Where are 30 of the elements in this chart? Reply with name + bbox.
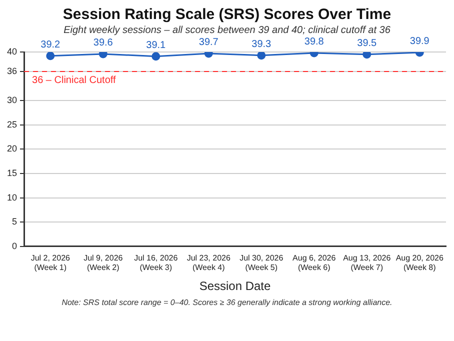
text: Note: SRS total score range = 0–40. Scores ≥ 36 generally indicate a strong working alliance. — [60, 298, 394, 307]
x-axis-title: Session Date — [199, 279, 272, 294]
data-label: 39.9 — [410, 36, 430, 48]
chart-subtitle: Eight weekly sessions – all scores between 39 and 40; clinical cutoff at 36 — [62, 25, 392, 36]
y-tick-label: 25 — [6, 119, 18, 130]
data-label: 39.2 — [40, 40, 61, 51]
x-tick-label: Aug 20, 2026 (Week 8) — [396, 253, 444, 272]
y-tick-label: 5 — [12, 216, 18, 227]
data-label: 39.5 — [357, 38, 378, 50]
data-label: 39.6 — [93, 38, 114, 49]
x-tick-label: Aug 13, 2026 (Week 7) — [343, 253, 392, 272]
y-tick-label: 10 — [6, 192, 18, 202]
y-tick-label: 30 — [6, 95, 18, 106]
x-tick-label: Jul 16, 2026 (Week 3) — [134, 253, 178, 272]
y-tick-label: 36 — [6, 66, 18, 76]
x-tick-label: Jul 30, 2026 (Week 5) — [240, 253, 284, 272]
data-label: 39.8 — [304, 36, 324, 48]
y-tick-label: 0 — [12, 240, 18, 251]
data-label: 39.1 — [146, 40, 166, 52]
y-tick-label: 20 — [6, 144, 18, 154]
x-tick-label: Aug 6, 2026 (Week 6) — [292, 253, 336, 272]
x-tick-label: Jul 2, 2026 (Week 1) — [30, 253, 71, 272]
data-label: 39.7 — [198, 37, 219, 48]
x-tick-label: Jul 23, 2026 (Week 4) — [186, 253, 231, 272]
ref-line-label: 36 – Clinical Cutoff — [32, 75, 116, 86]
chart-title: Session Rating Scale (SRS) Scores Over Time — [62, 6, 392, 23]
data-label: 39.3 — [252, 39, 272, 50]
y-tick-label: 15 — [6, 168, 18, 178]
y-tick-label: 40 — [6, 46, 18, 56]
x-tick-label: Jul 9, 2026 (Week 2) — [84, 253, 124, 272]
